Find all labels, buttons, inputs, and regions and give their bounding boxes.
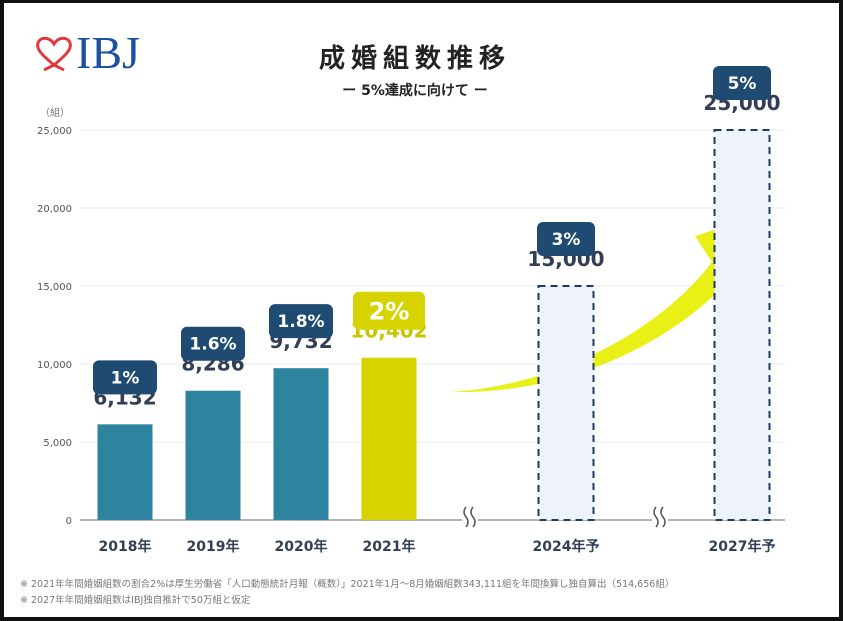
share-label: 1%: [111, 368, 140, 388]
projected-bar: [537, 285, 595, 521]
chart-subtitle: ー 5%達成に向けて ー: [342, 83, 488, 99]
ibj-logo: IBJ: [34, 30, 140, 76]
share-badge: [537, 222, 595, 256]
y-tick-label: 0: [66, 516, 72, 527]
share-label: 5%: [728, 74, 757, 94]
x-tick-label: 2027年予: [709, 538, 776, 555]
x-tick-label: 2020年: [275, 538, 328, 555]
y-axis-unit: （組）: [40, 108, 70, 119]
y-tick-label: 5,000: [43, 438, 72, 449]
projected-bar: [713, 129, 771, 521]
x-tick-label: 2018年: [99, 538, 152, 555]
axis-break-gap: [652, 505, 668, 529]
bar: [273, 368, 329, 520]
bar: [185, 390, 241, 520]
share-badge: [181, 326, 245, 361]
footnote: ※ 2021年年間婚姻組数の割合2%は厚生労働省「人口動態統計月報（概数）」20…: [20, 579, 675, 590]
share-badge: [269, 304, 333, 339]
share-label: 1.6%: [189, 335, 236, 355]
y-tick-label: 15,000: [37, 282, 72, 293]
share-label: 3%: [552, 230, 581, 250]
axis-break-gap: [462, 505, 478, 529]
bar: [361, 357, 417, 520]
share-badge: [713, 66, 771, 100]
share-badge: [353, 291, 425, 330]
x-tick-label: 2021年: [363, 538, 416, 555]
share-label: 2%: [369, 298, 410, 326]
axis-break-icon: [653, 506, 666, 528]
footnote: ※ 2027年年間婚姻組数はIBJ独自推計で50万組と仮定: [20, 595, 251, 606]
x-tick-label: 2019年: [187, 538, 240, 555]
footnotes: ※ 2021年年間婚姻組数の割合2%は厚生労働省「人口動態統計月報（概数）」20…: [20, 577, 674, 609]
y-tick-label: 20,000: [37, 204, 72, 215]
y-tick-label: 10,000: [37, 360, 72, 371]
x-tick-label: 2024年予: [533, 538, 600, 555]
share-label: 1.8%: [277, 312, 324, 332]
growth-arrow: [450, 216, 758, 393]
axis-break-icon: [463, 506, 476, 528]
heart-icon: [36, 36, 72, 71]
share-badge: [93, 360, 157, 395]
chart-title: 成婚組数推移: [318, 44, 511, 74]
bar: [97, 424, 153, 520]
logo-text: IBJ: [76, 27, 140, 78]
y-tick-label: 25,000: [37, 126, 72, 137]
